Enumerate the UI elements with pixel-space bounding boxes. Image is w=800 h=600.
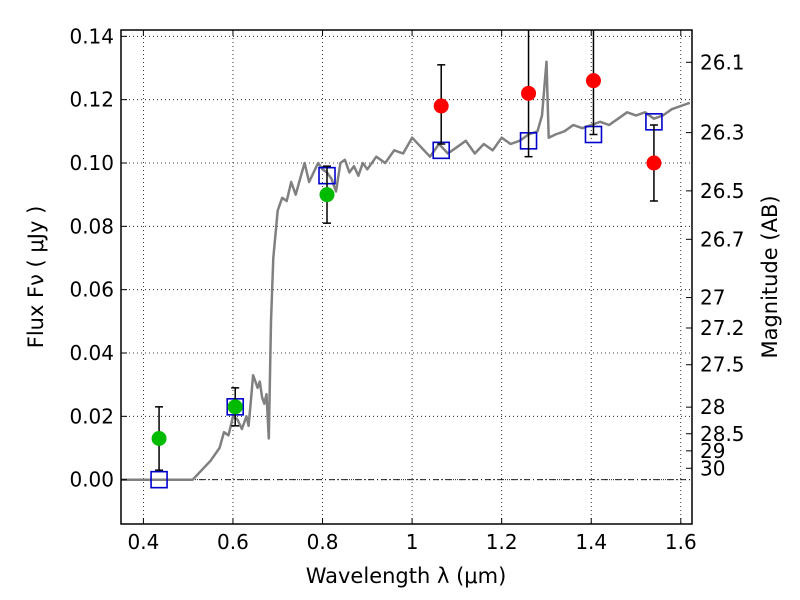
data-point	[433, 98, 449, 114]
x-tick-label: 0.4	[127, 530, 159, 554]
y2-tick-label: 29	[700, 439, 725, 463]
y2-tick-label: 30	[700, 456, 725, 480]
y2-axis-title: Magnitude (AB)	[758, 195, 782, 358]
data-point	[521, 85, 537, 101]
data-point	[585, 73, 601, 89]
model-spectrum-line	[121, 60, 691, 481]
y-tick-label: 0.04	[69, 341, 114, 365]
data-point	[319, 187, 335, 203]
y-tick-label: 0.02	[69, 404, 114, 428]
y2-tick-label: 26.1	[700, 50, 745, 74]
x-tick-label: 1	[406, 530, 419, 554]
x-tick-label: 1.4	[575, 530, 607, 554]
y-tick-label: 0.10	[69, 151, 114, 175]
y-axis-title: Flux Fν ( μJy )	[24, 206, 48, 349]
plot-area	[121, 30, 692, 524]
y-tick-label: 0.12	[69, 88, 114, 112]
y2-tick-label: 27	[700, 286, 725, 310]
y2-tick-label: 28.5	[700, 422, 745, 446]
data-point	[646, 155, 662, 171]
y-tick-label: 0.00	[69, 468, 114, 492]
x-tick-label: 0.6	[217, 530, 249, 554]
data-point	[151, 431, 167, 446]
y2-tick-label: 27.5	[700, 353, 745, 377]
y2-tick-label: 27.2	[700, 316, 745, 340]
x-axis-title: Wavelength λ (μm)	[306, 564, 507, 588]
y-tick-label: 0.06	[69, 278, 114, 302]
y-tick-label: 0.14	[69, 24, 114, 48]
y2-tick-label: 26.3	[700, 121, 745, 145]
series-layer	[121, 30, 691, 489]
plot-frame	[120, 29, 693, 525]
data-point	[227, 399, 243, 415]
x-tick-label: 1.6	[665, 530, 697, 554]
ticks: 0.4 0.6 0.8 1 1.2 1.4 1.6 0.00 0.02 0.04 0.06 0.08 0…	[69, 24, 744, 554]
x-tick-label: 0.8	[307, 530, 339, 554]
y2-tick-label: 26.5	[700, 179, 745, 203]
x-tick-label: 1.2	[486, 530, 518, 554]
y2-tick-label: 26.7	[700, 227, 745, 251]
y-tick-label: 0.08	[69, 214, 114, 238]
y2-tick-label: 28	[700, 395, 725, 419]
model-square-point	[150, 470, 168, 489]
